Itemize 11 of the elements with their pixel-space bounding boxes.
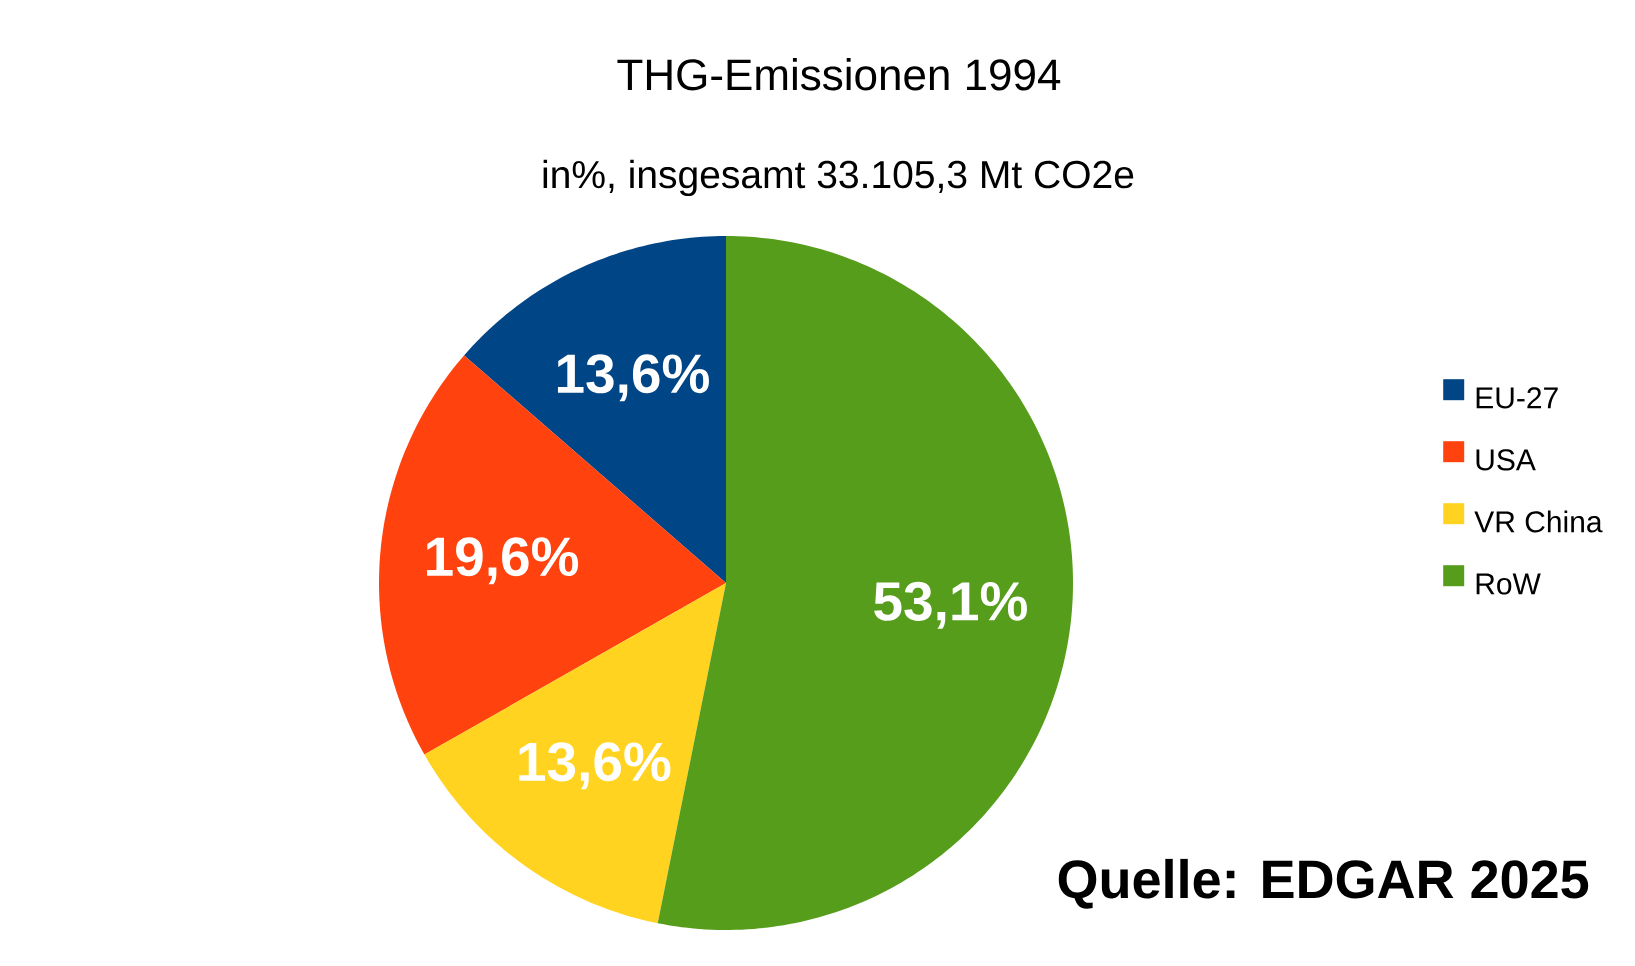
data-label: 13,6% [519, 742, 671, 790]
legend-label: USA [1476, 449, 1536, 471]
data-label: 53,1% [874, 581, 1027, 629]
legend-label: VR China [1474, 510, 1603, 533]
legend-label: EU-27 [1476, 387, 1558, 409]
chart-title: THG-Emissionen 1994 [617, 58, 1061, 91]
source-note: Quelle: EDGAR 2025 [1058, 858, 1589, 909]
data-label: 19,6% [427, 537, 579, 585]
legend-label: RoW [1476, 573, 1541, 595]
data-label: 13,6% [557, 354, 709, 402]
chart-subtitle: in%, insgesamt 33.105,3 Mt CO2e [543, 159, 1134, 197]
